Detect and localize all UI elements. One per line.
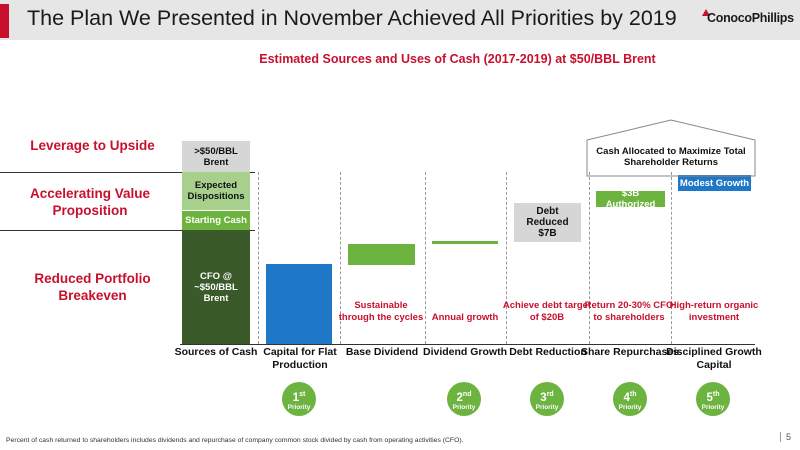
header-bar [0, 0, 800, 40]
bar-capital-flat [266, 264, 332, 344]
priority-badge: 3rd Priority [530, 382, 564, 416]
row-label-breakeven: Reduced Portfolio Breakeven [34, 271, 151, 303]
note-debt: Achieve debt target of $20B [502, 300, 592, 323]
note-repurchase: Return 20-30% CFO to shareholders [584, 300, 674, 323]
note-dividend-growth: Annual growth [431, 312, 499, 323]
column-divider [671, 172, 672, 344]
column-divider [506, 172, 507, 344]
bar-fill [514, 203, 581, 242]
bar-fill [596, 191, 665, 207]
bar-fill [678, 175, 751, 191]
category-label: Debt Reduction [509, 346, 587, 358]
bar-label: Modest Growth [679, 177, 750, 189]
bar-growth-capital: Modest Growth [678, 175, 751, 191]
bar-label: Debt Reduced $7B [526, 206, 569, 239]
bar-dividend-growth [432, 241, 498, 244]
column-divider [340, 172, 341, 344]
bracket-label: Cash Allocated to Maximize Total Shareho… [596, 146, 746, 168]
column-divider [258, 172, 259, 344]
accent-bar [0, 4, 9, 38]
chart-baseline [180, 344, 755, 345]
priority-badge: 1st Priority [282, 382, 316, 416]
bar-fill [266, 264, 332, 344]
page-number: 5 [780, 432, 791, 442]
priority-badge: 5th Priority [696, 382, 730, 416]
company-logo: ConocoPhillips [707, 11, 794, 25]
row-divider-1 [0, 172, 255, 173]
slide-title: The Plan We Presented in November Achiev… [27, 6, 677, 30]
bar-debt-reduction: Debt Reduced $7B [514, 203, 581, 242]
priority-badge: 4th Priority [613, 382, 647, 416]
footnote: Percent of cash returned to shareholders… [6, 437, 464, 444]
row-label-value: Accelerating Value Proposition [29, 186, 151, 218]
bar-label: $3B Authorized [605, 188, 656, 210]
bar-base-dividend [348, 244, 415, 265]
priority-badge: 2nd Priority [447, 382, 481, 416]
category-label: Share Repurchases [580, 346, 680, 358]
category-label: Dividend Growth [423, 346, 507, 358]
category-label: Disciplined Growth Capital [666, 346, 762, 371]
column-divider [425, 172, 426, 344]
note-growth-capital: High-return organic investment [669, 300, 759, 323]
category-label: Base Dividend [345, 346, 419, 358]
segment-above-50: >$50/BBL Brent [182, 141, 250, 172]
bar-fill [348, 244, 415, 265]
segment-dispositions: Expected Dispositions [182, 172, 250, 210]
allocation-bracket [586, 119, 756, 177]
segment-starting-cash: Starting Cash [182, 211, 250, 230]
category-label: Capital for Flat Production [263, 346, 337, 371]
column-divider [589, 172, 590, 344]
row-divider-2 [0, 230, 255, 231]
category-label: Sources of Cash [174, 346, 258, 358]
row-label-leverage: Leverage to Upside [30, 138, 155, 153]
note-base-dividend: Sustainable through the cycles [338, 300, 424, 323]
chart-subtitle: Estimated Sources and Uses of Cash (2017… [259, 52, 656, 66]
bar-share-repurchases: $3B Authorized [596, 188, 665, 210]
bar-fill [432, 241, 498, 244]
segment-cfo: CFO @ ~$50/BBL Brent [182, 230, 250, 344]
logo-mark-icon [702, 9, 710, 16]
